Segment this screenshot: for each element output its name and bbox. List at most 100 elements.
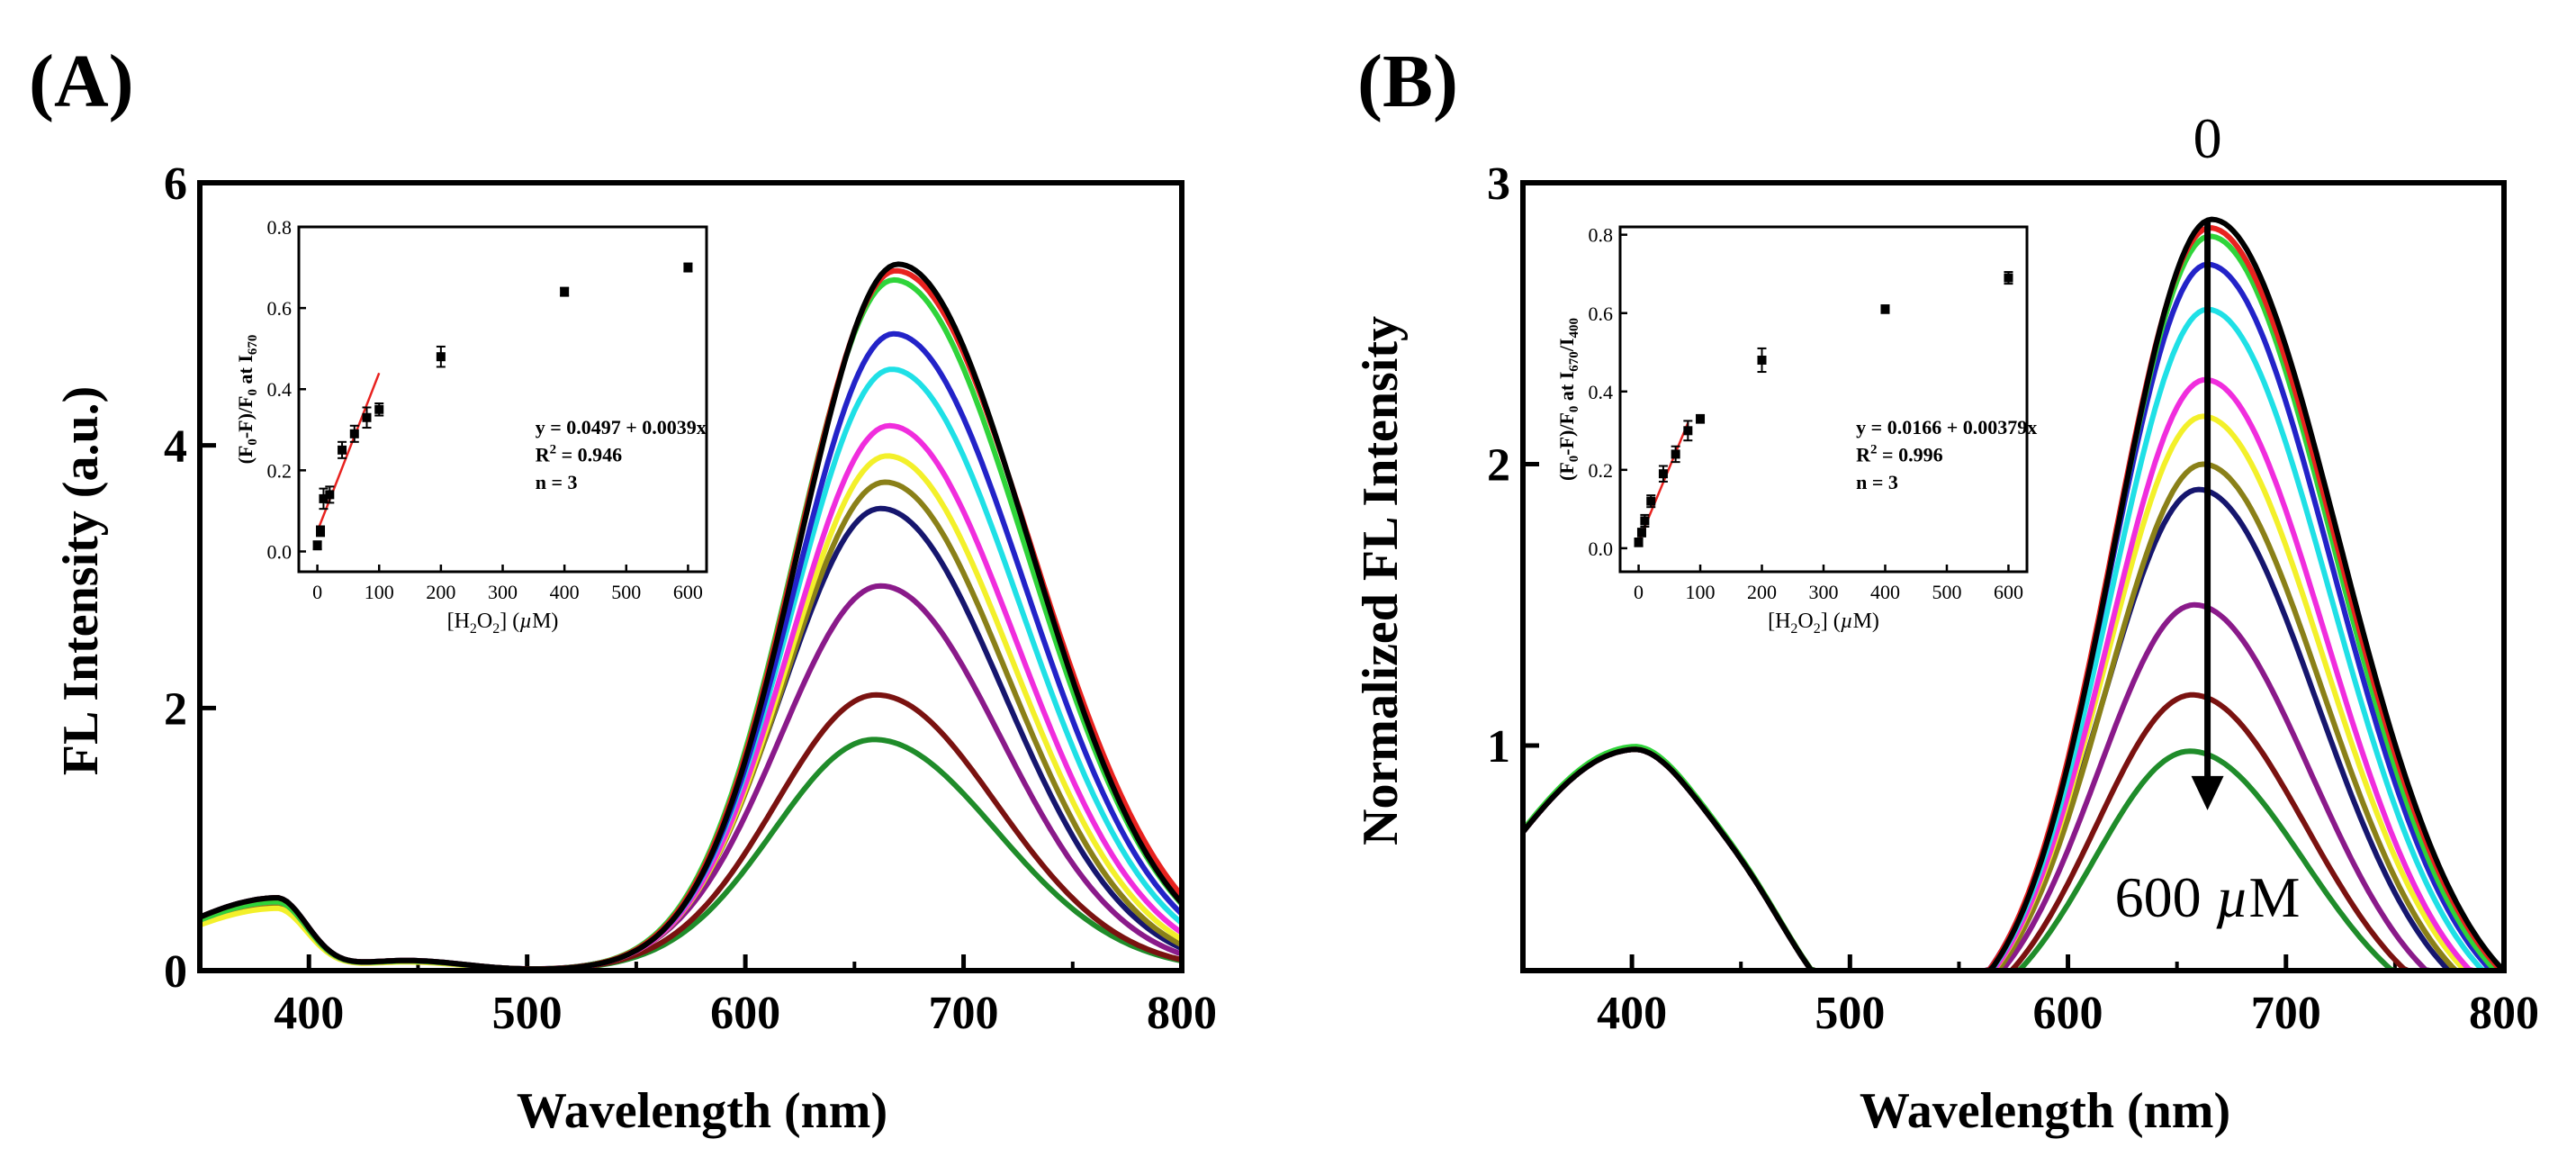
panel-b-y-axis-label: Normalized FL Intensity <box>1353 316 1409 845</box>
y-tick-label: 6 <box>164 158 187 210</box>
inset-data-point <box>338 445 347 455</box>
inset-x-tick-label: 400 <box>550 581 580 603</box>
y-tick-label: 2 <box>1487 440 1510 492</box>
inset-sample-count: n = 3 <box>1856 471 1898 493</box>
inset-y-tick-label: 0.2 <box>267 459 293 482</box>
y-tick-label: 0 <box>164 946 187 998</box>
inset-x-tick-label: 600 <box>1994 581 2023 603</box>
panel-a-curves: 600 µM500 µM400 µM200 µM100 µM80 µM60 µM… <box>198 261 1184 972</box>
panel-b-label: (B) <box>1357 40 1458 123</box>
arrow-bottom-value: 600 <box>2115 865 2216 929</box>
inset-y-axis-label: (F0-F)/F0 at I670 <box>234 335 260 465</box>
inset-data-point <box>2004 273 2013 283</box>
inset-x-label-part: 2 <box>492 621 500 637</box>
inset-data-point <box>436 352 446 362</box>
inset-y-label-part: (F <box>1555 462 1578 481</box>
inset-y-tick-label: 0.8 <box>267 216 293 239</box>
inset-y-label-part: 0 <box>1567 406 1581 413</box>
inset-data-point <box>325 490 335 500</box>
arrow-top-label: 0 <box>2193 106 2222 170</box>
inset-y-label-part: at I <box>234 355 257 389</box>
inset-fit-equation: y = 0.0497 + 0.0039x <box>536 416 707 438</box>
inset-data-point <box>1634 538 1644 547</box>
inset-y-label-part: 0 <box>246 438 260 446</box>
inset-y-tick-label: 0.6 <box>267 297 293 320</box>
inset-y-tick-label: 0.0 <box>267 540 293 563</box>
inset-data-point <box>1636 528 1646 538</box>
inset-x-label-part: 2 <box>470 621 477 637</box>
inset-data-point <box>316 526 326 536</box>
panel-a-ticks: 400 500 600 700 800 0 2 4 6 <box>164 158 1217 1039</box>
arrow-bottom-label: 600 µM <box>2115 865 2301 929</box>
x-tick-label: 600 <box>710 988 780 1039</box>
inset-y-tick-label: 0.8 <box>1589 224 1614 247</box>
x-tick-label: 700 <box>2251 988 2321 1039</box>
x-tick-label: 400 <box>1597 988 1667 1039</box>
inset-x-axis-label: [H2O2] (µM) <box>1768 610 1879 637</box>
arrow-bottom-unit: M <box>2249 865 2301 929</box>
inset-fit-equation: y = 0.0166 + 0.00379x <box>1856 416 2037 438</box>
inset-x-tick-label: 100 <box>1686 581 1716 603</box>
inset-x-label-part: [H <box>447 610 470 633</box>
panel-b-curves: 600 µM500 µM400 µM200 µM100 µM80 µM60 µM… <box>1520 216 2507 973</box>
inset-data-point <box>374 404 384 414</box>
inset-frame <box>297 225 708 574</box>
inset-x-tick-label: 500 <box>611 581 641 603</box>
inset-x-label-part: O <box>1797 610 1813 633</box>
inset-y-label-part: /I <box>1555 339 1578 353</box>
arrow-bottom-unit-greek: µ <box>2216 865 2249 929</box>
y-tick-label: 3 <box>1487 158 1510 210</box>
inset-data-point <box>362 412 372 422</box>
x-tick-label: 700 <box>929 988 999 1039</box>
inset-data-point <box>560 287 570 297</box>
inset-y-label-part: 0 <box>246 389 260 396</box>
inset-y-tick-label: 0.4 <box>1589 381 1614 403</box>
panel-a-label: (A) <box>29 40 134 123</box>
inset-data-point <box>1683 426 1693 436</box>
inset-x-label-part: O <box>477 610 492 633</box>
inset-data-point <box>1658 469 1668 479</box>
inset-y-label-part: 400 <box>1567 318 1581 339</box>
inset-x-label-part: ] ( <box>500 610 519 633</box>
inset-x-label-part: [H <box>1768 610 1790 633</box>
x-tick-label: 500 <box>492 988 563 1039</box>
panel-b-plot-frame <box>1520 180 2507 973</box>
inset-y-tick-label: 0.0 <box>1589 538 1614 560</box>
inset-y-tick-label: 0.6 <box>1589 303 1614 325</box>
inset-data-point <box>1880 304 1890 314</box>
panel-b-inset: 0 100 200 300 400 500 6000.00.20.40.60.8[H2O2]… <box>1555 224 2037 637</box>
inset-data-point <box>349 429 359 438</box>
inset-y-axis-label: (F0-F)/F0 at I670/I400 <box>1555 318 1581 481</box>
inset-x-label-part: µ <box>1841 610 1853 633</box>
inset-x-tick-label: 0 <box>312 581 322 603</box>
inset-x-label-part: µ <box>519 610 532 633</box>
inset-y-tick-label: 0.2 <box>1589 459 1614 482</box>
panel-a-plot-frame <box>197 180 1184 973</box>
panel-b-annotations: 0 600 µM <box>2115 106 2301 929</box>
inset-y-label-part: (F <box>234 446 257 465</box>
series-line: 0 µM <box>198 261 1184 972</box>
inset-x-tick-label: 200 <box>426 581 455 603</box>
inset-x-label-part: 2 <box>1790 621 1797 637</box>
inset-fit-line <box>316 372 381 532</box>
trend-arrow-head <box>2191 775 2224 810</box>
inset-fit-r-squared: R2 = 0.946 <box>536 442 622 465</box>
inset-data-point <box>683 263 693 273</box>
x-tick-label: 400 <box>274 988 344 1039</box>
inset-x-tick-label: 500 <box>1932 581 1961 603</box>
series-line: 0 µM <box>1520 216 2507 973</box>
inset-x-tick-label: 300 <box>488 581 518 603</box>
inset-x-label-part: M) <box>1853 610 1879 633</box>
inset-x-tick-label: 100 <box>365 581 394 603</box>
inset-x-tick-label: 400 <box>1870 581 1900 603</box>
inset-x-tick-label: 600 <box>673 581 703 603</box>
y-tick-label: 1 <box>1487 721 1510 773</box>
inset-x-label-part: ] ( <box>1821 610 1841 633</box>
inset-data-point <box>1640 516 1650 526</box>
panel-b-x-axis-label: Wavelength (nm) <box>1860 1083 2230 1139</box>
inset-x-axis-label: [H2O2] (µM) <box>447 610 559 637</box>
inset-x-tick-label: 0 <box>1634 581 1644 603</box>
